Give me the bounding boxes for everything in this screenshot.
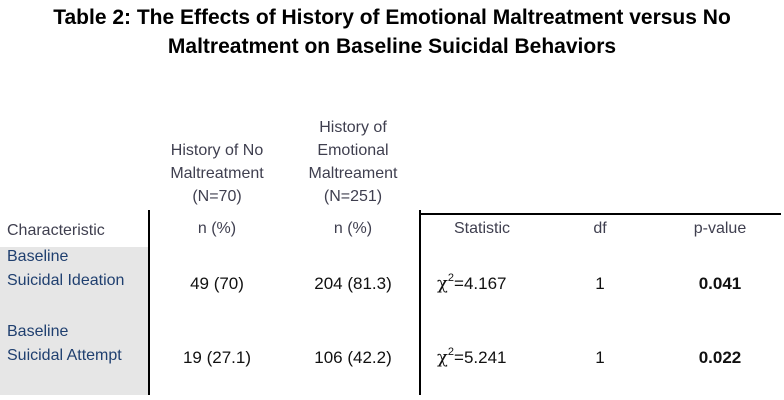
header-no-maltreatment-n-pct: n (%) <box>197 220 237 237</box>
table-title: Table 2: The Effects of History of Emoti… <box>0 3 784 61</box>
header-no-maltreatment-line-2: Maltreatment <box>170 165 264 182</box>
row-1-emotional: 204 (81.3) <box>314 274 392 293</box>
row-1-label-line-2: Suicidal Ideation <box>7 272 125 289</box>
header-emotional-line-3: Maltreament <box>308 165 398 182</box>
row-1-df: 1 <box>595 274 605 293</box>
header-no-maltreatment-line-3: (N=70) <box>192 188 242 205</box>
header-emotional-maltreatment: History of Emotional Maltreament (N=251) <box>288 116 418 208</box>
row-2-label-line-2: Suicidal Attempt <box>7 347 122 364</box>
row-2-no-maltreatment: 19 (27.1) <box>182 348 252 367</box>
row-1-p-value: 0.041 <box>698 274 742 293</box>
header-emotional-line-4: (N=251) <box>323 188 383 205</box>
superscript-two: 2 <box>447 272 455 284</box>
row-2-p-value: 0.022 <box>698 348 742 367</box>
table-title-line-2: Maltreatment on Baseline Suicidal Behavi… <box>167 35 617 58</box>
row-1-label-line-1: Baseline <box>7 248 69 265</box>
row-1-statistic: χ2=4.167 <box>437 272 507 294</box>
header-df: df <box>593 220 607 237</box>
chi-square-symbol: χ <box>437 347 448 368</box>
row-1-statistic-value: =4.167 <box>454 274 507 293</box>
superscript-two: 2 <box>447 346 455 358</box>
row-2-label-line-1: Baseline <box>7 323 69 340</box>
header-emotional-line-1: History of <box>319 119 387 136</box>
row-2-statistic: χ2=5.241 <box>437 346 507 368</box>
table-title-line-1: Table 2: The Effects of History of Emoti… <box>53 6 731 29</box>
row-2-df: 1 <box>595 348 605 367</box>
row-2-statistic-value: =5.241 <box>454 348 507 367</box>
row-label-suicidal-attempt: Baseline Suicidal Attempt <box>7 320 122 368</box>
header-no-maltreatment-line-1: History of No <box>170 142 264 159</box>
left-divider <box>148 210 150 395</box>
row-label-suicidal-ideation: Baseline Suicidal Ideation <box>7 245 124 293</box>
row-2-emotional: 106 (42.2) <box>314 348 392 367</box>
chi-square-symbol: χ <box>437 273 448 294</box>
row-1-no-maltreatment: 49 (70) <box>190 274 244 293</box>
header-no-maltreatment: History of No Maltreatment (N=70) <box>150 139 284 208</box>
header-emotional-n-pct: n (%) <box>333 220 373 237</box>
header-emotional-line-2: Emotional <box>317 142 389 159</box>
header-p-value: p-value <box>693 220 747 237</box>
header-rule <box>420 213 781 215</box>
header-characteristic: Characteristic <box>7 222 105 239</box>
header-statistic: Statistic <box>453 220 510 237</box>
characteristic-column-shade <box>0 247 148 395</box>
middle-divider <box>419 210 421 395</box>
